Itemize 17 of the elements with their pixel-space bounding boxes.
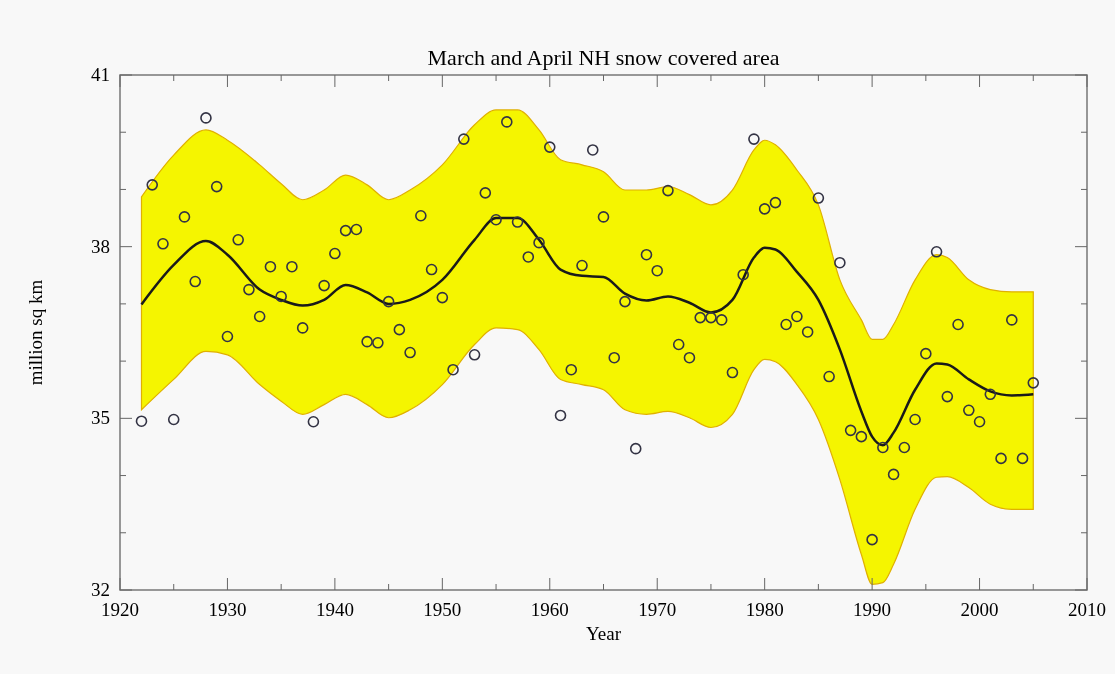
- y-tick-label: 32: [91, 579, 110, 600]
- x-tick-label: 1980: [745, 599, 784, 620]
- x-axis-title: Year: [585, 623, 622, 644]
- x-tick-label: 1920: [101, 599, 139, 620]
- x-tick-label: 1940: [315, 599, 354, 620]
- y-tick-label: 41: [91, 64, 110, 85]
- y-tick-label: 35: [91, 407, 110, 429]
- y-tick-label: 38: [91, 235, 110, 257]
- x-tick-label: 1960: [530, 599, 569, 620]
- x-tick-label: 2000: [960, 599, 999, 620]
- x-tick-label: 1970: [638, 599, 677, 620]
- x-tick-label: 1930: [208, 599, 247, 620]
- chart-title: March and April NH snow covered area: [427, 45, 780, 70]
- x-tick-label: 1990: [853, 599, 892, 620]
- x-tick-label: 1950: [423, 599, 462, 620]
- x-tick-label: 2010: [1068, 599, 1106, 620]
- y-axis-title: million sq km: [25, 279, 46, 386]
